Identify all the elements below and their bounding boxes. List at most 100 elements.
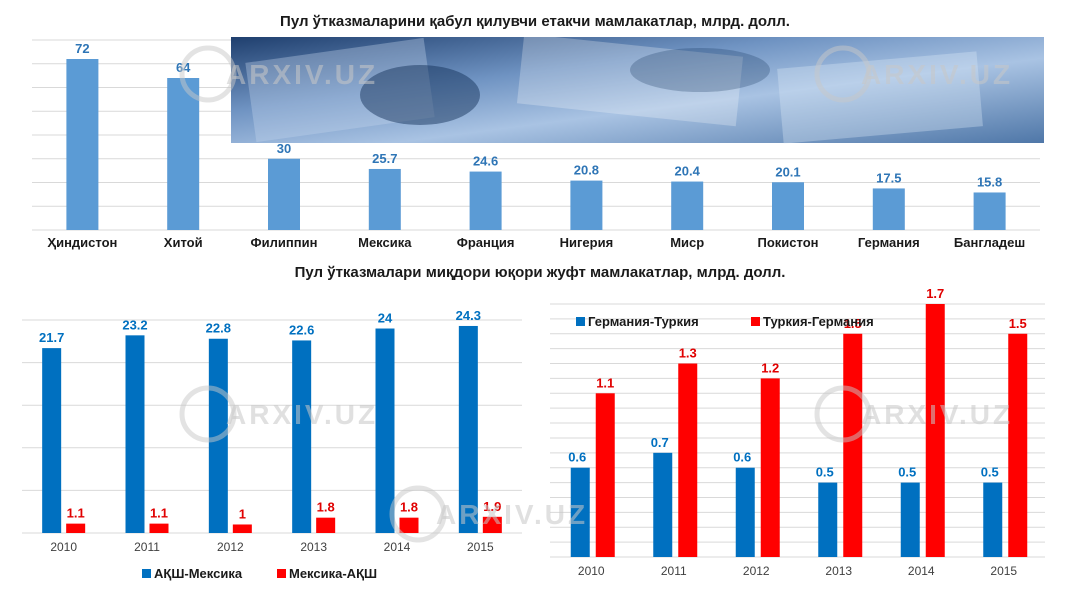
category-label: Германия bbox=[858, 235, 920, 250]
category-label: 2012 bbox=[217, 540, 244, 554]
data-label: 0.6 bbox=[733, 450, 751, 465]
data-label: 20.4 bbox=[675, 164, 701, 179]
data-label: 72 bbox=[75, 41, 89, 56]
bar bbox=[843, 333, 863, 557]
category-label: 2015 bbox=[467, 540, 494, 554]
category-label: Бангладеш bbox=[954, 235, 1025, 250]
category-label: 2010 bbox=[578, 564, 605, 578]
bar bbox=[167, 78, 200, 230]
category-label: Ҳиндистон bbox=[47, 235, 117, 250]
data-label: 0.5 bbox=[898, 465, 916, 480]
legend-swatch bbox=[277, 569, 286, 578]
bar bbox=[469, 171, 502, 230]
bar bbox=[66, 59, 99, 230]
legend-swatch bbox=[751, 317, 760, 326]
watermark-text: ARXIV.UZ bbox=[861, 59, 1013, 90]
bar bbox=[570, 180, 603, 230]
bar bbox=[316, 517, 336, 533]
chart-germany-turkey-grid bbox=[550, 303, 1045, 558]
watermark-layer: ARXIV.UZ ARXIV.UZ ARXIV.UZ ARXIV.UZ ARXIV.UZ bbox=[179, 45, 1013, 543]
data-label: 24.6 bbox=[473, 154, 498, 169]
data-label: 24 bbox=[378, 311, 393, 326]
bar bbox=[818, 482, 838, 557]
magnifier-icon bbox=[814, 45, 872, 103]
bar bbox=[671, 181, 704, 230]
category-label: Франция bbox=[457, 235, 515, 250]
legend-swatch bbox=[142, 569, 151, 578]
data-label: 1.1 bbox=[150, 506, 168, 521]
bar bbox=[772, 182, 804, 230]
data-label: 15.8 bbox=[977, 174, 1002, 189]
magnifier-icon bbox=[389, 485, 447, 543]
bar bbox=[925, 304, 945, 557]
category-label: 2010 bbox=[50, 540, 77, 554]
data-label: 22.8 bbox=[206, 321, 231, 336]
bar bbox=[595, 393, 615, 557]
chart-top-title: Пул ўтказмаларини қабул қилувчи етакчи м… bbox=[280, 13, 790, 30]
data-label: 1.9 bbox=[483, 499, 501, 514]
chart-usa-mexico-grid bbox=[22, 319, 522, 534]
data-label: 1.2 bbox=[761, 360, 779, 375]
data-label: 20.1 bbox=[775, 164, 800, 179]
data-label: 1 bbox=[239, 506, 246, 521]
data-label: 1.1 bbox=[67, 506, 85, 521]
bar bbox=[973, 192, 1006, 230]
category-label: Миср bbox=[670, 235, 704, 250]
bar bbox=[125, 335, 145, 533]
category-label: Нигерия bbox=[560, 235, 614, 250]
watermark-text: ARXIV.UZ bbox=[436, 499, 588, 530]
data-label: 1.8 bbox=[317, 500, 335, 515]
bar bbox=[42, 348, 62, 533]
chart-germany-turkey-bars: 0.6 1.1 2010 0.7 1.3 2011 0.6 1.2 2012 0.5 1.5 2013… bbox=[568, 286, 1028, 578]
data-label: 17.5 bbox=[876, 170, 901, 185]
chart-top-labels: 72Ҳиндистон64Хитой30Филиппин25.7Мексика2… bbox=[47, 41, 1025, 250]
money-photo bbox=[231, 33, 1044, 144]
legend-label: Мексика-АҚШ bbox=[289, 566, 377, 581]
bar bbox=[66, 523, 86, 533]
category-label: 2015 bbox=[990, 564, 1017, 578]
watermark-text: ARXIV.UZ bbox=[226, 399, 378, 430]
bar bbox=[368, 168, 401, 230]
data-label: 1.8 bbox=[400, 500, 418, 515]
bar bbox=[900, 482, 920, 557]
magnifier-icon bbox=[814, 385, 872, 443]
chart-usa-mexico-bars: 21.7 1.1 2010 23.2 1.1 2011 22.8 1 2012 22.6 1.8 20… bbox=[39, 308, 502, 554]
watermark-text: ARXIV.UZ bbox=[226, 59, 378, 90]
bar bbox=[1008, 333, 1028, 557]
bar bbox=[232, 524, 252, 533]
chart-germany-turkey: 0.6 1.1 2010 0.7 1.3 2011 0.6 1.2 2012 0.5 1.5 2013… bbox=[550, 286, 1045, 578]
data-label: 0.5 bbox=[816, 465, 834, 480]
magnifier-icon bbox=[179, 385, 237, 443]
data-label: 1.5 bbox=[844, 316, 862, 331]
category-label: 2014 bbox=[384, 540, 411, 554]
chart-pairs-title: Пул ўтказмалари миқдори юқори жуфт мамла… bbox=[295, 264, 786, 281]
category-label: Хитой bbox=[164, 235, 203, 250]
magnifier-icon bbox=[179, 45, 237, 103]
bar bbox=[570, 467, 590, 557]
bar bbox=[760, 378, 780, 557]
data-label: 1.5 bbox=[1009, 316, 1027, 331]
bar bbox=[268, 158, 300, 230]
legend-swatch bbox=[576, 317, 585, 326]
legend-label: Туркия-Германия bbox=[763, 314, 874, 329]
data-label: 0.7 bbox=[651, 435, 669, 450]
data-label: 1.7 bbox=[926, 286, 944, 301]
category-label: 2013 bbox=[300, 540, 327, 554]
category-label: Мексика bbox=[358, 235, 412, 250]
chart-top-bars bbox=[66, 59, 1006, 230]
category-label: 2011 bbox=[661, 564, 687, 578]
bar bbox=[149, 523, 169, 533]
category-label: 2013 bbox=[825, 564, 852, 578]
category-label: 2012 bbox=[743, 564, 770, 578]
data-label: 24.3 bbox=[456, 308, 481, 323]
bar bbox=[872, 188, 905, 230]
legend-label: АҚШ-Мексика bbox=[154, 566, 243, 581]
category-label: 2011 bbox=[134, 540, 160, 554]
bar bbox=[983, 482, 1003, 557]
data-label: 30 bbox=[277, 141, 291, 156]
bar bbox=[653, 452, 673, 557]
chart-top-recipients: 72Ҳиндистон64Хитой30Филиппин25.7Мексика2… bbox=[32, 13, 1044, 250]
bar bbox=[735, 467, 755, 557]
data-label: 21.7 bbox=[39, 330, 64, 345]
